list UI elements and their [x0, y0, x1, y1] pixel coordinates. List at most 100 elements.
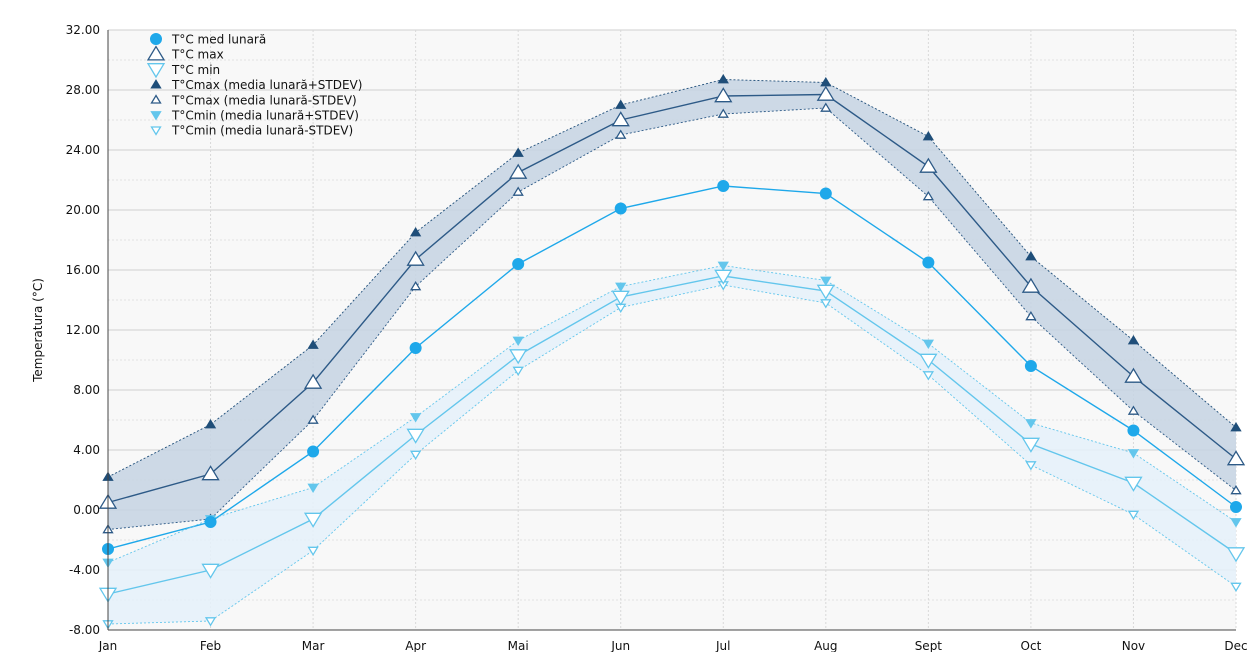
data-point-s0: [1230, 501, 1242, 513]
x-tick-label: Aug: [814, 639, 837, 652]
series-line-4: [107, 107, 1237, 530]
y-axis-title: Temperatura (°C): [31, 278, 45, 383]
data-point-s0: [512, 258, 525, 270]
y-tick-label: 32.00: [66, 23, 100, 37]
x-tick-label: Sept: [915, 639, 943, 652]
data-point-s0: [614, 202, 627, 215]
legend-label-1: T°C max: [171, 48, 224, 62]
data-point-s5: [307, 483, 319, 494]
legend-label-4: T°Cmax (media lunară-STDEV): [171, 93, 357, 107]
axes: -8.00 -4.00 0.00 4.00 8.00 12.00 16.00 20.00 24.…: [66, 23, 1248, 652]
data-point-s6: [307, 546, 319, 557]
series-line-5: [107, 265, 1237, 563]
data-point-s1: [611, 111, 630, 127]
x-tick-label: Feb: [200, 639, 221, 652]
data-point-s4: [1127, 405, 1140, 415]
legend-label-0: T°C med lunară: [171, 33, 266, 47]
data-point-s4: [922, 190, 935, 201]
stdev-bands: [108, 79, 1236, 624]
data-point-s2: [714, 269, 733, 285]
y-tick-label: 0.00: [73, 503, 100, 517]
data-point-s2: [509, 349, 528, 365]
data-point-s2: [816, 284, 835, 300]
data-point-s1: [406, 250, 425, 266]
series-line-1: [107, 93, 1237, 504]
data-point-s6: [204, 617, 217, 627]
series-line-6: [107, 284, 1237, 625]
data-point-s4: [307, 414, 319, 424]
data-point-s4: [409, 280, 422, 291]
data-point-s4: [1025, 310, 1037, 321]
legend-marker-1: [146, 45, 166, 61]
data-point-s2: [1124, 476, 1143, 492]
data-point-s0: [204, 516, 217, 528]
data-point-s2: [406, 428, 425, 444]
data-point-s0: [717, 180, 730, 192]
data-point-s3: [1230, 421, 1242, 432]
x-tick-label: Jun: [610, 639, 630, 652]
x-tick-label: Jul: [715, 639, 730, 652]
data-point-s1: [1124, 367, 1143, 383]
x-tick-label: Oct: [1021, 639, 1042, 652]
y-tick-label: -4.00: [69, 563, 100, 577]
data-point-s3: [409, 226, 422, 237]
legend-marker-5: [150, 111, 162, 121]
legend-marker-3: [150, 79, 162, 89]
data-point-s5: [409, 413, 422, 423]
series-lines: [107, 79, 1237, 625]
y-tick-label: 12.00: [66, 323, 100, 337]
data-point-s5: [820, 276, 832, 287]
data-point-s5: [1127, 449, 1140, 459]
stdev-band-max: [108, 79, 1236, 530]
data-point-s3: [307, 339, 319, 349]
data-point-s0: [307, 445, 320, 458]
legend-marker-2: [146, 63, 166, 79]
y-tick-label: 16.00: [66, 263, 100, 277]
data-point-s4: [512, 186, 524, 196]
data-point-s4: [820, 102, 832, 112]
data-point-s5: [922, 339, 935, 350]
data-point-s1: [303, 373, 323, 389]
data-point-s1: [714, 87, 733, 103]
x-tick-label: Nov: [1122, 639, 1145, 652]
data-point-s2: [919, 353, 938, 369]
data-point-s5: [717, 261, 729, 272]
data-point-s4: [717, 108, 729, 118]
legend-label-6: T°Cmin (media lunară-STDEV): [171, 124, 353, 138]
legend-label-5: T°Cmin (media lunară+STDEV): [171, 109, 359, 123]
data-point-s6: [409, 450, 422, 461]
data-point-s3: [615, 99, 627, 109]
data-point-s2: [201, 563, 220, 579]
series-line-0: [107, 185, 1237, 550]
data-point-s3: [512, 147, 524, 157]
x-tick-label: Mai: [508, 639, 529, 652]
data-point-s0: [409, 342, 422, 354]
data-point-s0: [819, 187, 832, 200]
legend-label-2: T°C min: [171, 63, 220, 77]
stdev-band-min: [108, 265, 1236, 624]
legend-marker-4: [150, 94, 162, 104]
data-point-s1: [201, 465, 220, 481]
data-point-s1: [509, 163, 528, 179]
data-point-s3: [717, 73, 729, 84]
data-point-s2: [303, 512, 323, 528]
data-point-s5: [1230, 518, 1242, 528]
x-tick-label: Dec: [1224, 639, 1247, 652]
series-line-3: [107, 79, 1237, 478]
data-point-s5: [1025, 419, 1037, 429]
data-point-s0: [1024, 360, 1037, 372]
data-point-s1: [816, 85, 835, 101]
series-line-2: [107, 275, 1237, 595]
y-tick-label: -8.00: [69, 623, 100, 637]
data-point-s2: [1226, 547, 1246, 563]
data-point-s6: [1230, 582, 1242, 593]
data-point-s1: [1021, 277, 1041, 293]
data-point-s3: [1127, 334, 1140, 345]
data-point-s6: [1025, 461, 1037, 471]
data-point-s5: [512, 336, 524, 347]
legend-label-3: T°Cmax (media lunară+STDEV): [171, 78, 362, 92]
data-point-s0: [922, 256, 935, 269]
